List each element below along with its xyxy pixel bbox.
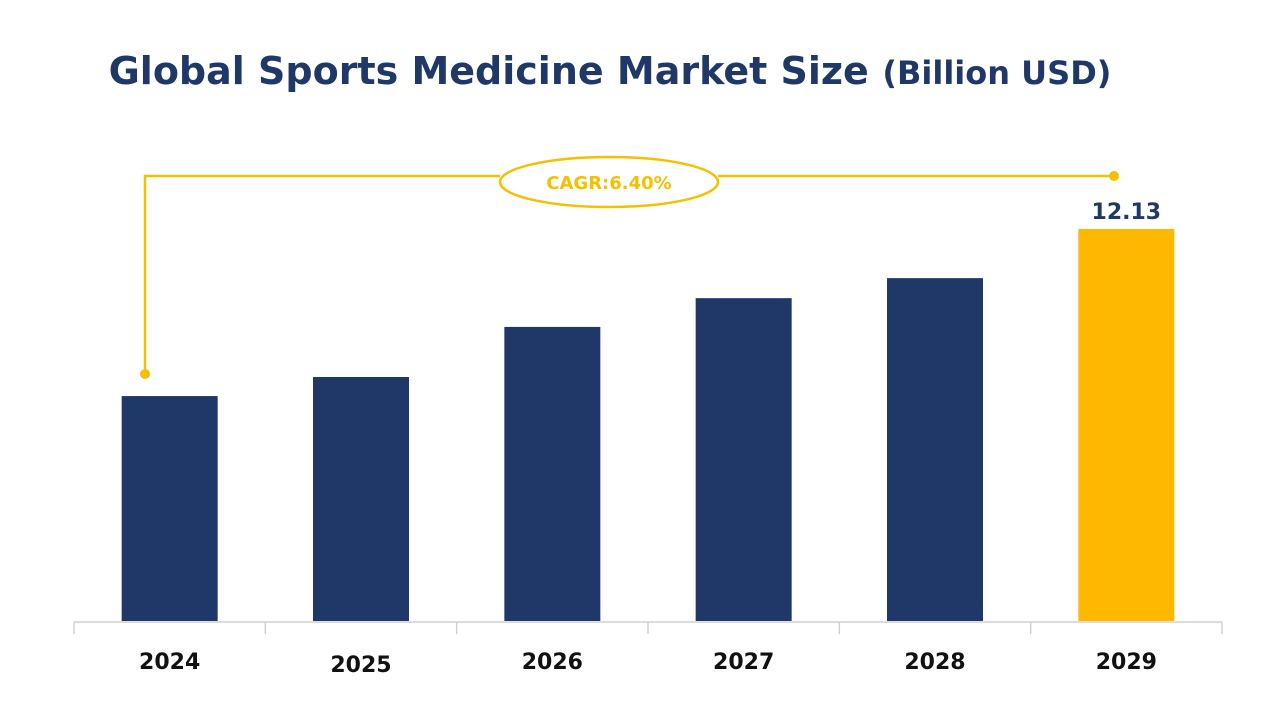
cagr-start-dot [140, 369, 150, 379]
bar-2028 [887, 278, 983, 621]
bar-2025 [313, 377, 409, 621]
category-label-2027: 2027 [713, 650, 774, 675]
cagr-bubble [498, 155, 720, 209]
category-label-2029: 2029 [1096, 650, 1157, 675]
data-label-2029: 12.13 [1092, 200, 1162, 225]
category-label-2024: 2024 [139, 650, 200, 675]
cagr-connector [143, 174, 500, 374]
chart-title-unit: (Billion USD) [882, 54, 1111, 92]
cagr-end-dot [1109, 171, 1119, 181]
bar-2026 [504, 326, 601, 621]
chart-title-main: Global Sports Medicine Market Size [109, 49, 869, 93]
cagr-label: CAGR:6.40% [546, 173, 671, 194]
category-label-2028: 2028 [904, 650, 965, 675]
cagr-annotation: CAGR:6.40% [140, 155, 1119, 379]
category-label-2026: 2026 [522, 650, 583, 675]
chart-title: Global Sports Medicine Market Size (Bill… [109, 49, 1112, 93]
bar-2024 [121, 396, 218, 621]
bar-2027 [695, 298, 792, 621]
bar-2029 [1078, 229, 1175, 621]
category-label-2025: 2025 [330, 653, 391, 678]
